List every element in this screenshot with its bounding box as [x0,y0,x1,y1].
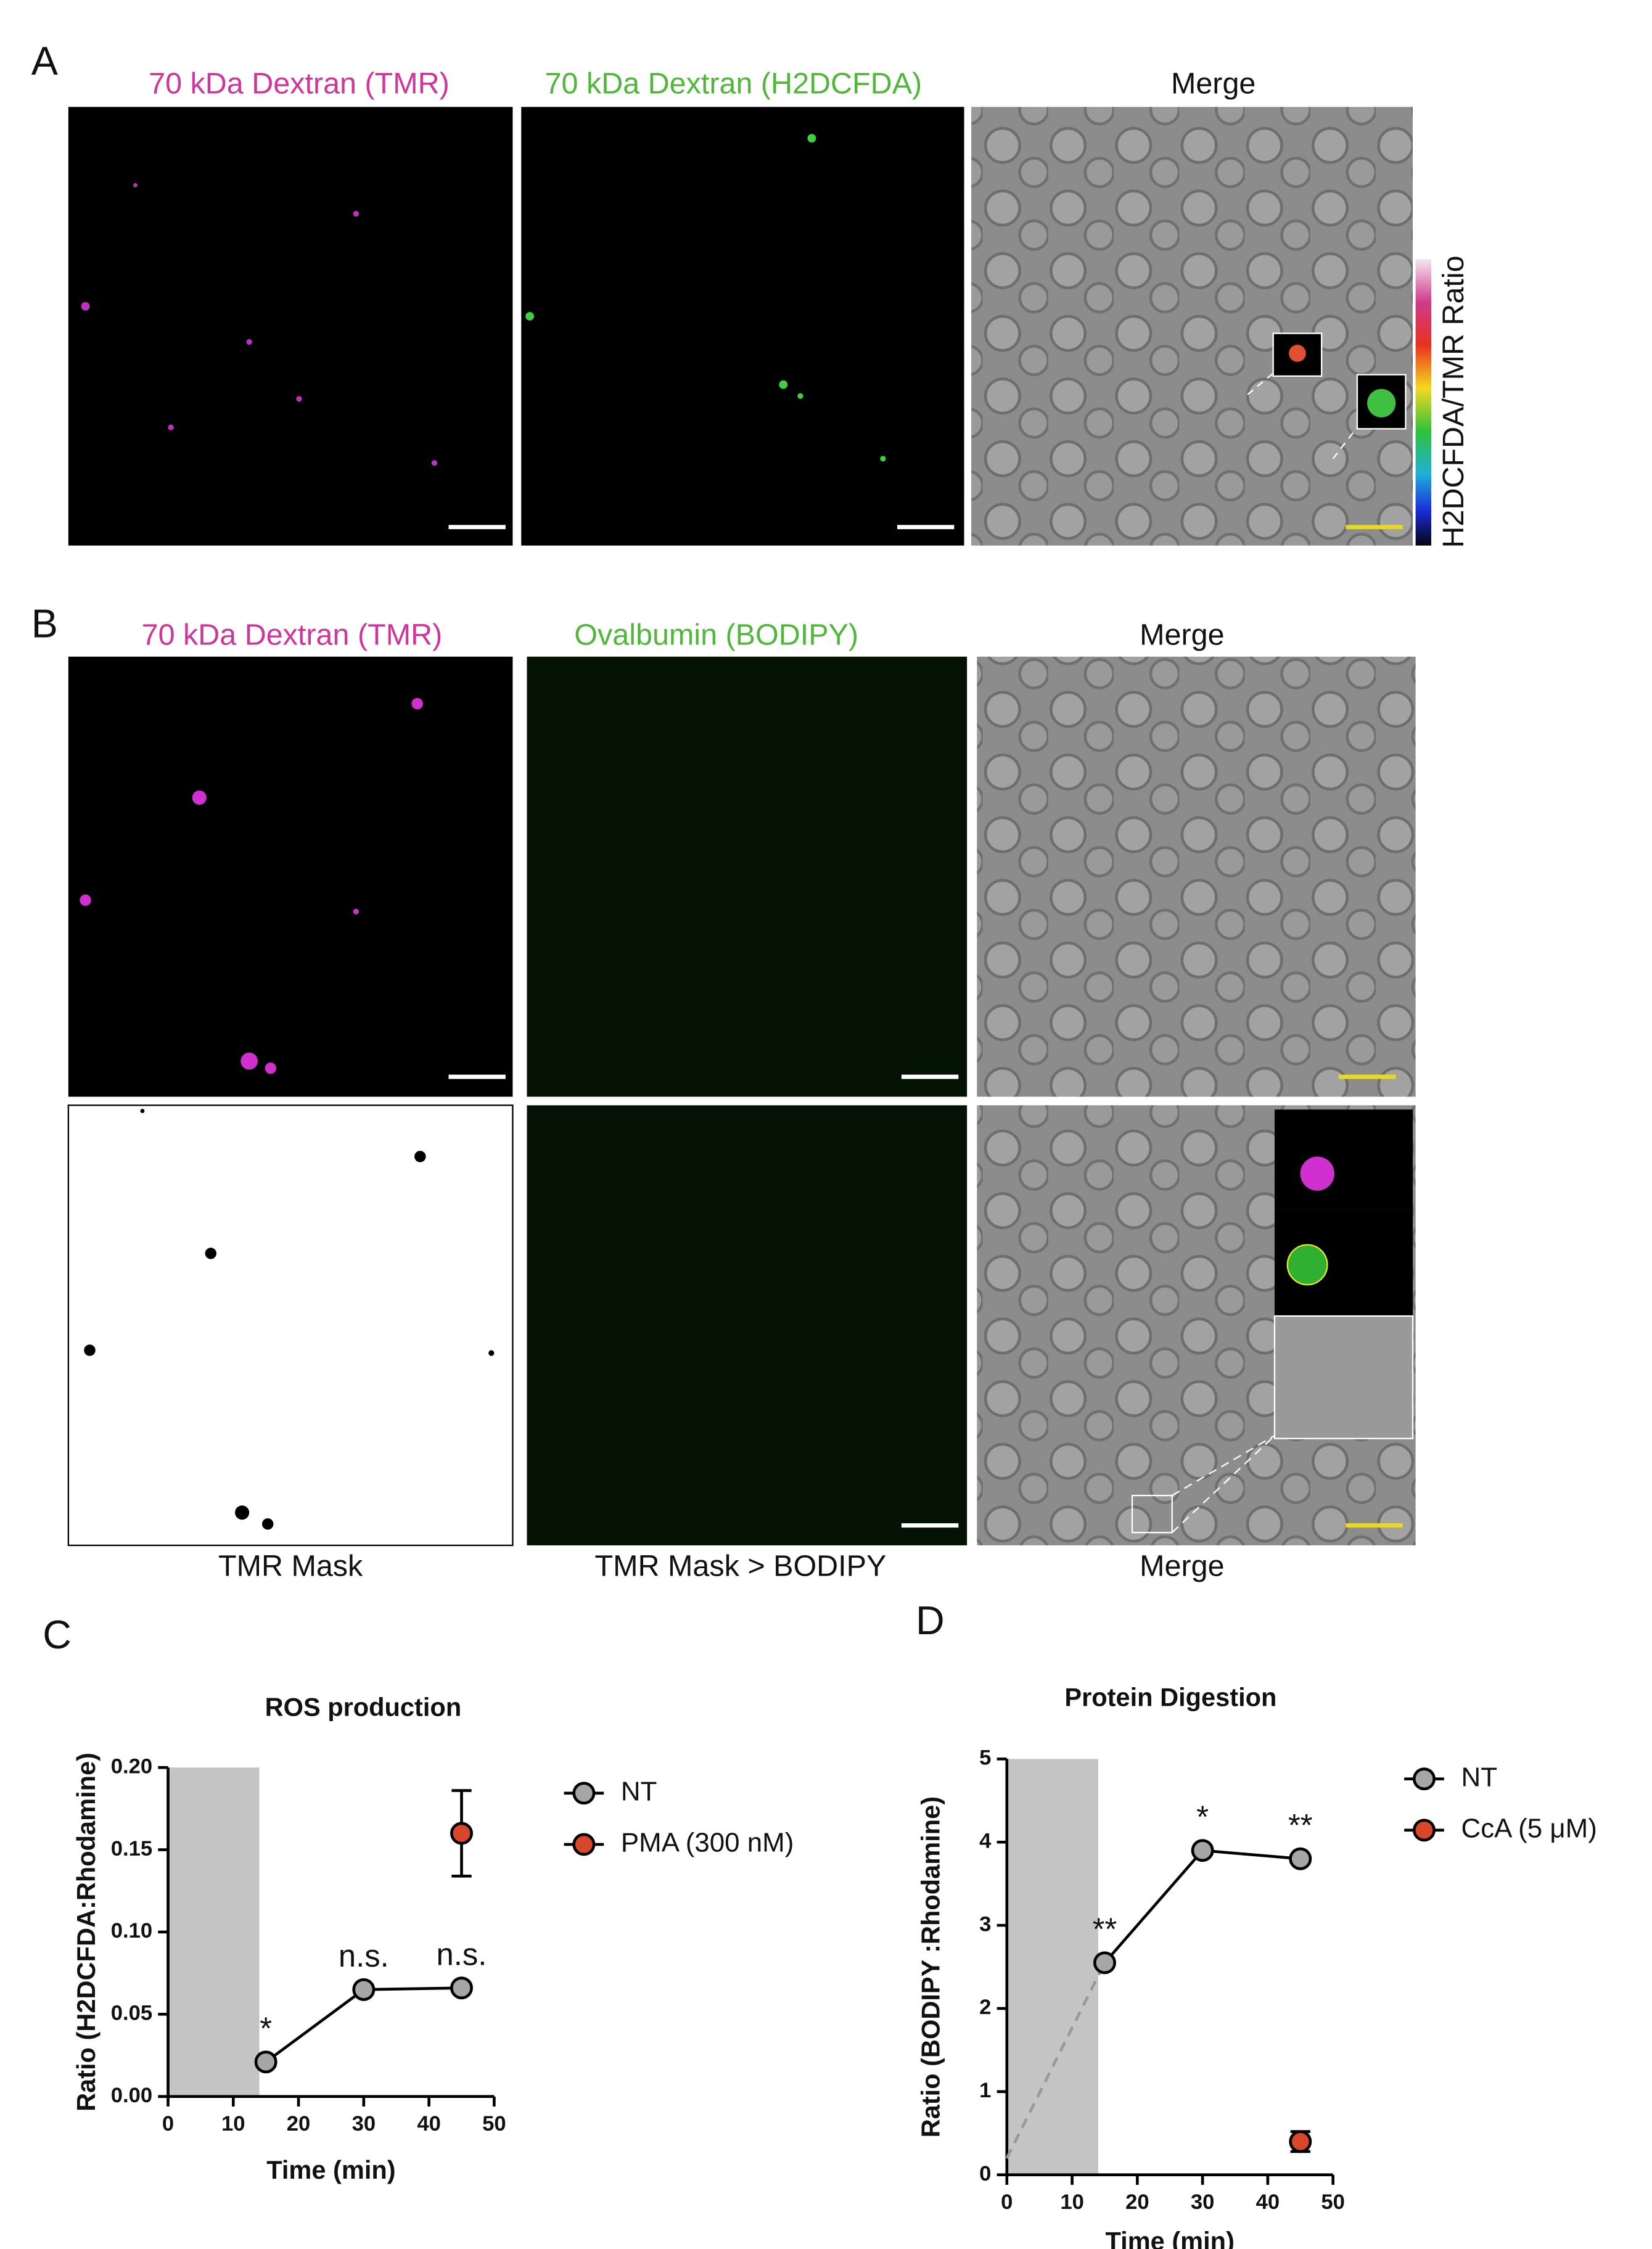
series-line [1103,1849,1301,1964]
micrograph [527,1105,968,1545]
y-tick-label: 3 [979,1912,991,1936]
image-title: 70 kDa Dextran (TMR) [142,618,443,651]
inset [1356,374,1407,430]
y-tick-label: 0 [979,2162,991,2185]
legend-marker [1413,1819,1436,1842]
image-caption: TMR Mask > BODIPY [595,1550,887,1583]
image-title: 70 kDa Dextran (H2DCFDA) [545,67,923,101]
puncta [81,183,438,466]
x-tick-label: 30 [352,2112,376,2136]
point-label: n.s. [339,1938,389,1973]
data-point [1093,1951,1116,1975]
data-point [1289,1847,1312,1870]
x-tick-label: 0 [162,2112,174,2136]
y-tick-label: 0.15 [111,1837,152,1860]
colorbar [1415,259,1432,546]
x-tick-label: 50 [1321,2190,1345,2214]
x-axis-label: Time (min) [266,2155,395,2184]
y-tick-label: 0.05 [111,2002,152,2025]
micrograph [68,656,513,1097]
panel-label: D [916,1598,945,1643]
data-point [254,2050,277,2074]
inset-spot [1289,345,1306,362]
point-label: ** [1288,1807,1313,1843]
image-caption: TMR Mask [218,1550,363,1583]
trend-line [1005,1962,1106,2159]
inset-spot [1300,1156,1334,1191]
panel-label: A [31,38,58,83]
data-point [1191,1839,1214,1862]
image-caption: Merge [1140,1550,1224,1583]
chart-title: ROS production [265,1693,462,1722]
y-axis-label: Ratio (H2DCFDA:Rhodamine) [72,1753,101,2111]
x-tick-label: 20 [1125,2190,1149,2214]
x-tick-label: 10 [221,2112,245,2136]
y-tick-label: 4 [979,1829,992,1852]
image-title: Merge [1140,618,1224,651]
mask-image [67,1104,514,1547]
inset [1274,1109,1413,1209]
puncta [80,697,423,1074]
micrograph [68,107,513,546]
inset-spot [1286,1244,1328,1286]
point-label: ** [1093,1911,1117,1946]
point-label: * [1196,1799,1209,1834]
y-axis-label: Ratio (BODIPY :Rhodamine) [916,1796,945,2137]
legend-marker [572,1833,596,1856]
y-tick-label: 0.10 [111,1919,152,1943]
image-title: 70 kDa Dextran (TMR) [149,67,450,101]
data-point [450,1976,473,2000]
panel-label: C [43,1612,72,1657]
legend-marker [1413,1767,1436,1791]
x-tick-label: 10 [1060,2190,1084,2214]
x-tick-label: 0 [1001,2190,1013,2214]
inset [1273,1315,1414,1439]
data-point [450,1822,473,1845]
micrograph [527,656,968,1097]
legend-label: NT [1461,1762,1498,1792]
inset-spot [1367,389,1396,417]
y-tick-label: 0.20 [111,1754,152,1778]
mask-spots [84,1109,495,1530]
legend-label: NT [621,1776,657,1806]
x-tick-label: 50 [482,2112,506,2136]
panel-label: B [31,601,58,646]
puncta [525,134,886,462]
shaded-region [168,1767,260,2097]
data-point [352,1978,376,2001]
colorbar-label: H2DCFDA/TMR Ratio [1437,255,1470,548]
micrograph [521,107,964,546]
x-tick-label: 40 [417,2112,441,2136]
connector [1171,1435,1275,1534]
x-tick-label: 30 [1191,2190,1215,2214]
image-title: Ovalbumin (BODIPY) [574,618,858,651]
data-point [1289,2130,1312,2153]
chart-title: Protein Digestion [1064,1682,1276,1711]
y-tick-label: 0.00 [111,2084,152,2107]
zoom-box [1131,1494,1173,1534]
legend-marker [572,1782,596,1805]
legend-label: PMA (300 nM) [621,1828,794,1858]
connector [1247,372,1358,459]
y-tick-label: 5 [979,1746,991,1770]
y-tick-label: 2 [979,1996,991,2019]
micrograph [971,107,1413,546]
micrograph [977,656,1416,1097]
x-tick-label: 20 [287,2112,311,2136]
legend-label: CcA (5 μM) [1461,1813,1597,1843]
x-tick-label: 40 [1256,2190,1280,2214]
point-label: n.s. [437,1936,487,1971]
y-tick-label: 1 [979,2079,991,2102]
image-title: Merge [1171,67,1255,101]
shaded-region [1006,1759,1098,2175]
point-label: * [260,2010,272,2045]
x-axis-label: Time (min) [1106,2227,1235,2249]
